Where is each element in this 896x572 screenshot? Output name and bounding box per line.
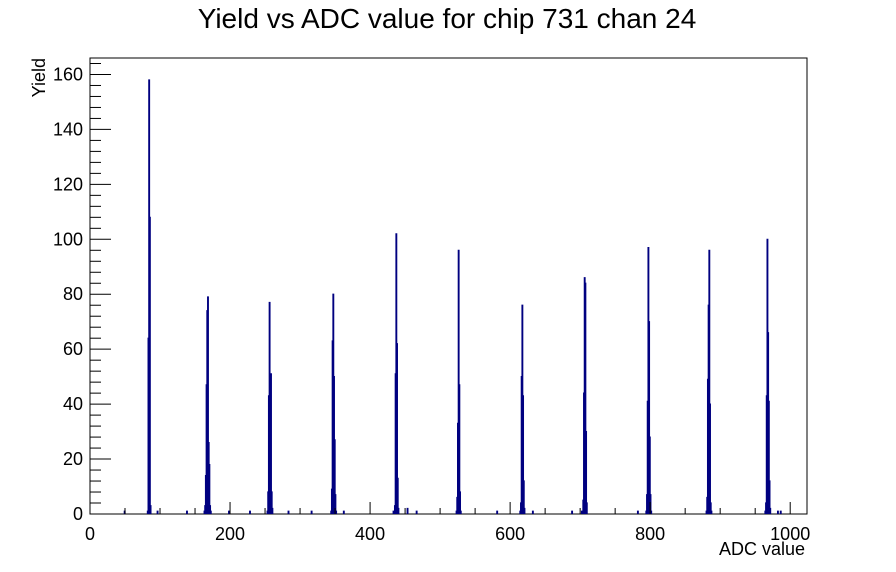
histogram-bin (406, 507, 409, 514)
histogram-bin (709, 502, 712, 514)
histogram-bin (396, 343, 398, 514)
chart-title: Yield vs ADC value for chip 731 chan 24 (198, 3, 697, 34)
histogram-bin (523, 507, 526, 514)
histogram-bin (580, 510, 583, 514)
histogram-bin (709, 403, 711, 514)
histogram-bin (310, 510, 313, 514)
y-tick-label: 100 (53, 229, 83, 249)
histogram-bin (268, 301, 271, 514)
histogram-bin (585, 430, 588, 514)
y-axis-label: Yield (29, 58, 49, 97)
histogram-bars (123, 79, 782, 514)
histogram-bin (148, 216, 151, 514)
x-tick-label: 0 (85, 524, 95, 544)
histogram-bin (585, 502, 588, 514)
plot-frame (89, 57, 808, 515)
y-tick-label: 20 (63, 449, 83, 469)
y-tick-label: 40 (63, 394, 83, 414)
histogram-bin (287, 510, 290, 514)
histogram-bin (458, 384, 461, 514)
histogram-bin (334, 494, 337, 514)
y-tick-label: 120 (53, 174, 83, 194)
x-axis: 0 200 400 600 800 1000 (85, 502, 810, 544)
histogram-bin (228, 510, 230, 514)
x-axis-label: ADC value (719, 539, 805, 559)
histogram-bin (270, 373, 272, 514)
histogram-bin (648, 436, 651, 514)
histogram-bin (650, 510, 653, 514)
y-tick-label: 160 (53, 64, 83, 84)
histogram-bin (708, 249, 711, 514)
histogram-bin (335, 510, 338, 514)
histogram-bin (186, 510, 188, 514)
histogram-bin (208, 463, 211, 514)
histogram-bin (392, 510, 395, 514)
y-tick-label: 0 (73, 504, 83, 524)
histogram-bin (531, 510, 534, 514)
histogram-bin (522, 395, 525, 514)
y-tick-label: 80 (63, 284, 83, 304)
x-tick-label: 800 (635, 524, 665, 544)
histogram-bin (459, 510, 462, 514)
histogram-bin (271, 507, 274, 514)
histogram-bin (149, 505, 152, 514)
histogram-bin (768, 480, 771, 514)
histogram-bin (776, 510, 779, 514)
histogram-bin (333, 439, 336, 514)
histogram-bin (342, 510, 345, 514)
histogram-bin (496, 510, 499, 514)
histogram-bin (156, 510, 159, 514)
histogram-bin (270, 491, 273, 514)
histogram-bin (779, 510, 782, 514)
histogram-bin (415, 510, 418, 514)
histogram-bin (584, 282, 587, 514)
histogram-bin (571, 510, 574, 514)
histogram-bin (209, 510, 212, 514)
histogram-bin (710, 510, 713, 514)
histogram-bin (249, 510, 251, 514)
histogram-bin (767, 400, 770, 514)
histogram-bin (636, 510, 639, 514)
x-tick-label: 200 (215, 524, 245, 544)
x-tick-label: 600 (495, 524, 525, 544)
x-tick-label: 400 (355, 524, 385, 544)
histogram-bin (396, 477, 399, 514)
histogram-bin (648, 321, 651, 514)
histogram-bin (209, 505, 212, 514)
histogram-bin (769, 507, 772, 514)
x-tick-label: 1000 (770, 524, 810, 544)
histogram-bin (522, 480, 525, 514)
y-tick-label: 60 (63, 339, 83, 359)
histogram-bin (457, 249, 460, 514)
histogram-bin (207, 296, 209, 514)
y-axis: 0 20 40 60 80 100 120 140 160 (53, 62, 111, 524)
histogram-bin (397, 507, 400, 514)
y-tick-label: 140 (53, 119, 83, 139)
histogram-bin (459, 491, 462, 514)
